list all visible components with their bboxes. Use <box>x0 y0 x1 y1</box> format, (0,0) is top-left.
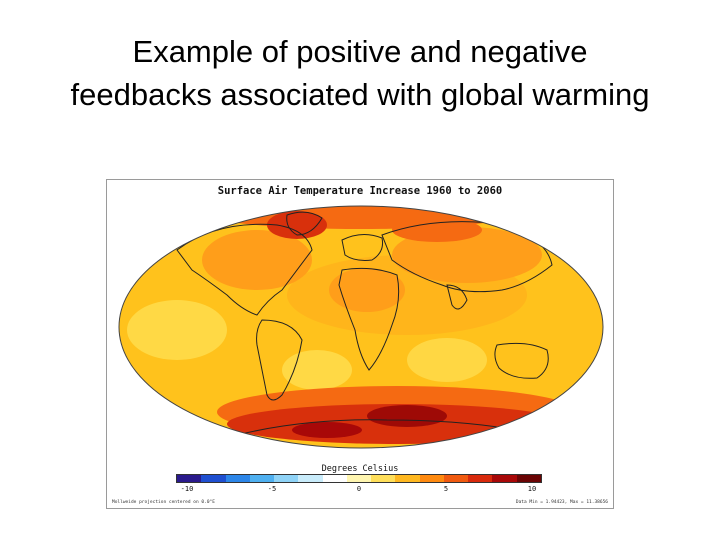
globe-outline <box>118 205 604 449</box>
colorbar-tick: -10 <box>180 485 194 493</box>
colorbar-segment <box>298 475 323 482</box>
colorbar-segment <box>274 475 299 482</box>
colorbar-segment <box>516 475 541 482</box>
projection-note: Mollweide projection centered on 0.0°E <box>112 500 215 505</box>
colorbar-tick: 5 <box>443 485 449 493</box>
colorbar-segment <box>249 475 275 482</box>
colorbar-segment <box>177 475 202 482</box>
hottest-patch-ross <box>292 422 362 438</box>
temperature-map-figure: Surface Air Temperature Increase 1960 to… <box>106 179 614 509</box>
warm-patch-north-america <box>202 230 312 290</box>
colorbar-tick: 0 <box>356 485 362 493</box>
colorbar-segment <box>419 475 444 482</box>
hot-patch-greenland <box>267 211 327 239</box>
colorbar-tick: -5 <box>267 485 277 493</box>
light-patch-atlantic <box>282 350 352 390</box>
coast-greenland <box>286 211 323 236</box>
map-title: Surface Air Temperature Increase 1960 to… <box>217 185 503 197</box>
light-patch-indian <box>407 338 487 382</box>
colorbar-segment <box>346 475 372 482</box>
colorbar-segment <box>468 475 493 482</box>
coast-africa <box>338 267 400 371</box>
colorbar-segment <box>492 475 517 482</box>
coast-antarctica <box>236 419 528 436</box>
coast-europe <box>341 234 383 261</box>
data-range-note: Data Min = 1.94423, Max = 11.38656 <box>515 500 608 505</box>
coast-north-america <box>176 223 313 316</box>
colorbar <box>176 474 542 483</box>
coast-australia <box>494 342 549 379</box>
coastlines <box>176 211 553 436</box>
hot-patch-siberia <box>392 218 482 242</box>
colorbar-segment <box>322 475 347 482</box>
coast-asia <box>381 221 553 293</box>
colorbar-label: Degrees Celsius <box>321 464 399 474</box>
mollweide-map <box>118 205 604 449</box>
slide-title: Example of positive and negative feedbac… <box>70 34 650 112</box>
colorbar-segment <box>225 475 250 482</box>
coast-south-america <box>256 319 303 401</box>
warm-patch-africa <box>329 268 405 312</box>
coast-india <box>446 284 468 310</box>
colorbar-tick: 10 <box>527 485 537 493</box>
colorbar-segment <box>371 475 396 482</box>
colorbar-segment <box>201 475 226 482</box>
light-patch-pacific <box>127 300 227 360</box>
colorbar-segment <box>395 475 420 482</box>
hottest-patch-weddell <box>367 405 447 427</box>
colorbar-segment <box>443 475 469 482</box>
